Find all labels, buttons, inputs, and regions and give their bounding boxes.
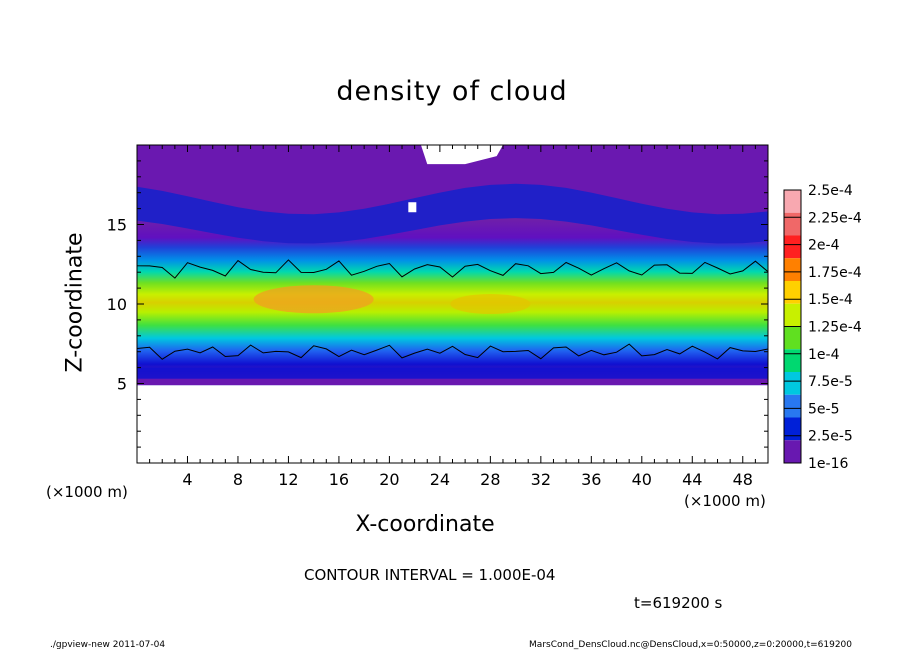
time-label: t=619200 s — [634, 594, 723, 612]
x-unit-label-right: (×1000 m) — [684, 492, 766, 510]
colorbar-swatch — [784, 326, 801, 350]
x-tick-label: 16 — [329, 470, 349, 489]
heat-cloud-band — [137, 218, 768, 381]
heat-missing-spot — [408, 202, 417, 213]
colorbar-swatch — [784, 303, 801, 327]
heat-peak-region-2 — [450, 294, 531, 314]
colorbar-label: 5e-5 — [808, 401, 839, 417]
x-tick-label: 12 — [278, 470, 298, 489]
colorbar-label: 2.5e-5 — [808, 429, 853, 445]
y-tick-label: 15 — [107, 216, 127, 235]
x-tick-label: 32 — [531, 470, 551, 489]
y-axis-label: Z-coordinate — [62, 232, 88, 373]
colorbar-label: 1e-4 — [808, 347, 840, 363]
colorbar-swatch — [784, 349, 801, 372]
colorbar-label: 1.25e-4 — [808, 320, 862, 336]
contour-interval: CONTOUR INTERVAL = 1.000E-04 — [304, 566, 556, 584]
colorbar-swatch — [784, 212, 801, 236]
colorbar-swatch — [784, 372, 801, 395]
heatmap-field — [137, 145, 768, 386]
heat-peak-region — [253, 285, 374, 314]
colorbar-swatch — [784, 394, 801, 418]
chart-title: density of cloud — [336, 76, 568, 107]
heat-missing-area — [420, 145, 503, 165]
footer-right: MarsCond_DensCloud.nc@DensCloud,x=0:5000… — [529, 640, 852, 650]
colorbar-swatch — [784, 281, 801, 304]
colorbar-swatch — [784, 235, 801, 259]
heat-base — [137, 378, 768, 386]
footer-left: ./gpview-new 2011-07-04 — [50, 640, 166, 650]
colorbar-label: 1.75e-4 — [808, 265, 862, 281]
colorbar-swatch — [784, 417, 801, 441]
y-tick-label: 10 — [107, 295, 127, 314]
contour-line-upper — [137, 259, 768, 279]
x-tick-label: 4 — [182, 470, 192, 489]
colorbar-label: 1e-16 — [808, 456, 848, 472]
x-tick-label: 20 — [379, 470, 399, 489]
x-axis-label: X-coordinate — [355, 512, 495, 537]
contour-line-lower — [137, 343, 768, 360]
x-tick-label: 8 — [233, 470, 243, 489]
colorbar-label: 1.5e-4 — [808, 292, 853, 308]
x-tick-label: 48 — [733, 470, 753, 489]
x-tick-label: 24 — [430, 470, 450, 489]
x-tick-label: 36 — [581, 470, 601, 489]
y-axis: 5 10 15 — [107, 144, 768, 464]
x-tick-label: 28 — [480, 470, 500, 489]
colorbar-label: 2.5e-4 — [808, 183, 853, 199]
colorbar-swatch — [784, 190, 801, 213]
colorbar-label: 7.5e-5 — [808, 374, 853, 390]
colorbar: 2.5e-4 2.25e-4 2e-4 1.75e-4 1.5e-4 1.25e-4 1e-… — [783, 183, 862, 472]
y-tick-label: 5 — [117, 375, 127, 394]
colorbar-label: 2e-4 — [808, 238, 840, 254]
x-axis: 4 8 12 16 20 24 28 32 36 40 44 48 — [136, 145, 769, 489]
x-tick-label: 44 — [682, 470, 702, 489]
x-unit-label: (×1000 m) — [46, 483, 128, 501]
colorbar-swatch — [784, 440, 801, 463]
colorbar-swatch — [784, 258, 801, 281]
colorbar-label: 2.25e-4 — [808, 210, 862, 226]
x-tick-label: 40 — [632, 470, 652, 489]
